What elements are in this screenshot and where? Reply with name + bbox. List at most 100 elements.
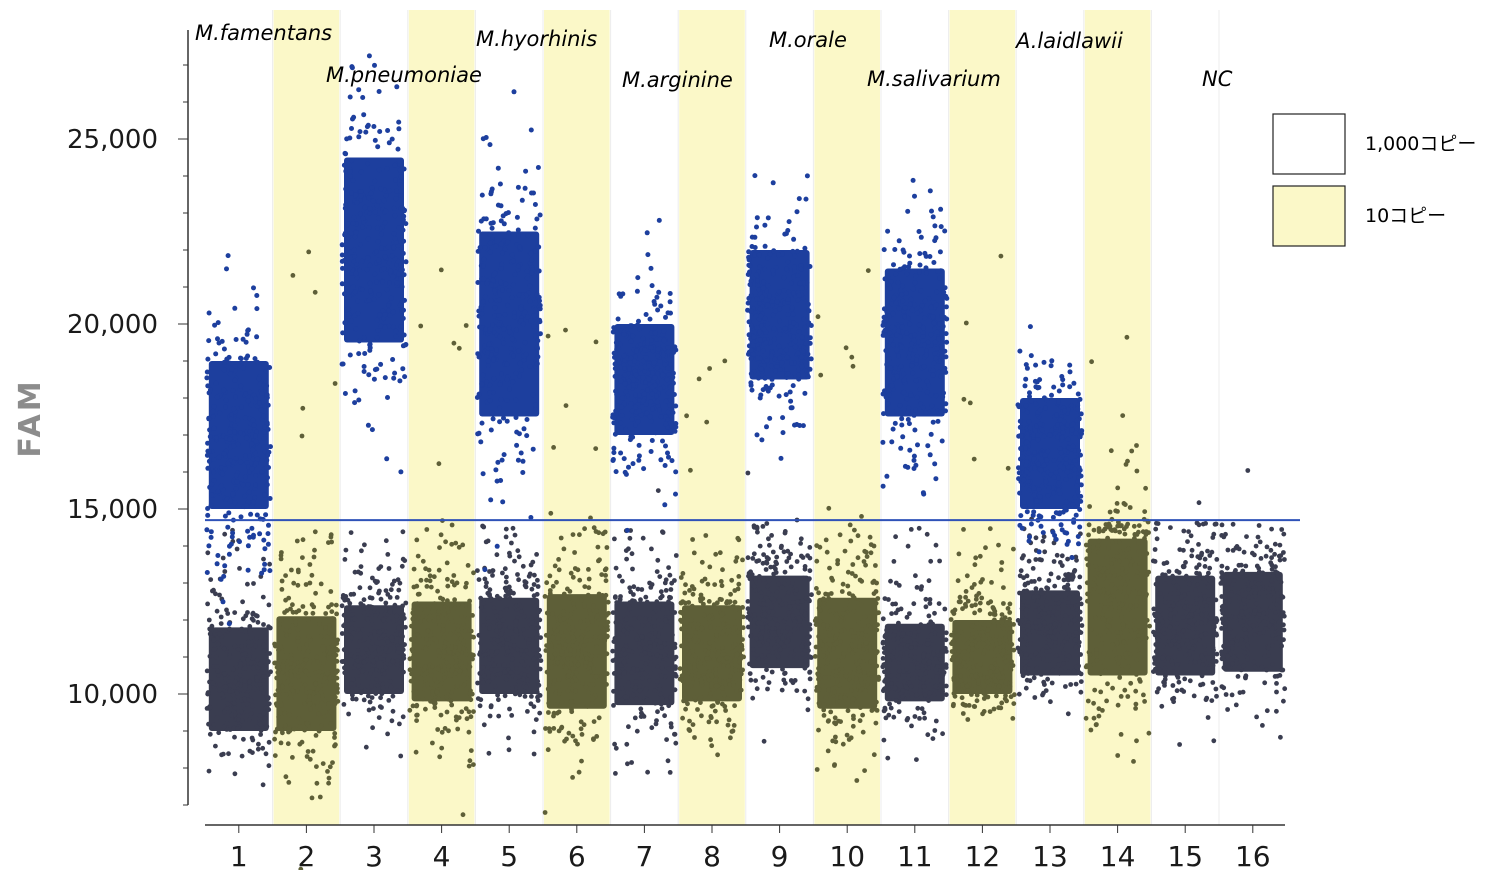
negative-droplet (506, 584, 512, 590)
negative-droplet (1037, 557, 1043, 562)
negative-droplet (1227, 630, 1233, 635)
negative-droplet (764, 521, 770, 526)
negative-droplet (991, 606, 997, 612)
negative-droplet (1126, 589, 1131, 595)
negative-droplet (366, 707, 372, 713)
negative-droplet (673, 553, 679, 558)
negative-droplet (995, 652, 1001, 658)
negative-droplet (383, 664, 388, 670)
negative-droplet (598, 624, 603, 630)
negative-droplet (227, 654, 233, 660)
negative-droplet (1204, 603, 1209, 609)
negative-droplet (745, 470, 751, 476)
negative-droplet (736, 574, 742, 579)
negative-droplet (546, 700, 552, 706)
negative-droplet (361, 603, 366, 609)
positive-droplet (367, 262, 373, 268)
negative-droplet (748, 677, 754, 683)
positive-droplet (222, 563, 228, 569)
negative-droplet (1281, 627, 1287, 633)
negative-droplet (568, 570, 574, 576)
negative-droplet (1100, 593, 1105, 599)
negative-droplet (766, 680, 772, 685)
negative-droplet (1087, 548, 1092, 554)
negative-droplet (999, 620, 1005, 626)
negative-droplet (306, 697, 312, 703)
negative-droplet (957, 594, 963, 600)
negative-droplet (297, 724, 303, 729)
negative-droplet (570, 733, 576, 739)
negative-droplet (247, 684, 253, 690)
negative-droplet (931, 651, 936, 657)
negative-droplet (870, 580, 876, 585)
negative-droplet (580, 628, 585, 634)
negative-droplet (242, 651, 248, 657)
negative-droplet (339, 603, 345, 609)
negative-droplet (312, 547, 317, 553)
negative-droplet (300, 537, 306, 543)
negative-droplet (491, 605, 497, 611)
negative-droplet (1244, 572, 1249, 578)
negative-droplet (311, 604, 317, 610)
negative-droplet (896, 699, 902, 705)
negative-droplet (297, 678, 303, 683)
negative-droplet (332, 735, 337, 740)
negative-droplet (604, 671, 610, 677)
negative-droplet (868, 542, 874, 547)
negative-droplet (702, 576, 708, 582)
negative-droplet (315, 677, 321, 682)
negative-droplet (915, 665, 920, 671)
negative-droplet (1204, 574, 1210, 580)
negative-droplet (570, 643, 576, 649)
negative-droplet (1000, 675, 1006, 680)
stray-droplet (332, 381, 338, 386)
negative-droplet (881, 737, 887, 743)
negative-droplet (222, 660, 228, 666)
negative-droplet (424, 636, 429, 642)
negative-droplet (1137, 561, 1143, 566)
negative-droplet (1268, 604, 1274, 610)
negative-droplet (231, 696, 237, 702)
negative-droplet (1091, 661, 1097, 667)
negative-droplet (494, 628, 499, 634)
negative-droplet (786, 610, 792, 615)
negative-droplet (715, 651, 721, 657)
negative-droplet (799, 644, 805, 650)
negative-droplet (678, 617, 683, 623)
negative-droplet (1186, 581, 1192, 587)
negative-droplet (893, 534, 898, 540)
negative-droplet (1093, 615, 1098, 621)
negative-droplet (1056, 615, 1061, 621)
negative-droplet (427, 613, 433, 619)
negative-droplet (832, 689, 837, 695)
negative-droplet (994, 633, 999, 639)
positive-droplet (378, 361, 384, 367)
negative-droplet (995, 688, 1001, 694)
negative-droplet (1108, 448, 1114, 454)
negative-droplet (998, 679, 1004, 685)
negative-droplet (839, 589, 845, 594)
negative-droplet (926, 659, 932, 665)
negative-droplet (594, 644, 600, 650)
negative-droplet (1115, 523, 1121, 529)
negative-droplet (640, 622, 645, 628)
negative-droplet (780, 666, 785, 672)
negative-droplet (633, 685, 638, 690)
negative-droplet (1039, 591, 1045, 596)
negative-droplet (300, 685, 305, 691)
negative-droplet (449, 541, 455, 547)
negative-droplet (908, 684, 914, 689)
negative-droplet (538, 635, 543, 640)
negative-droplet (491, 620, 496, 626)
negative-droplet (1042, 611, 1048, 617)
positive-droplet (246, 489, 252, 495)
negative-droplet (1109, 582, 1115, 588)
negative-droplet (1205, 655, 1211, 660)
negative-droplet (333, 742, 338, 748)
negative-droplet (524, 648, 529, 653)
negative-droplet (376, 715, 382, 720)
positive-droplet (257, 400, 262, 406)
negative-droplet (570, 532, 576, 537)
negative-droplet (647, 644, 653, 650)
negative-droplet (624, 741, 630, 747)
